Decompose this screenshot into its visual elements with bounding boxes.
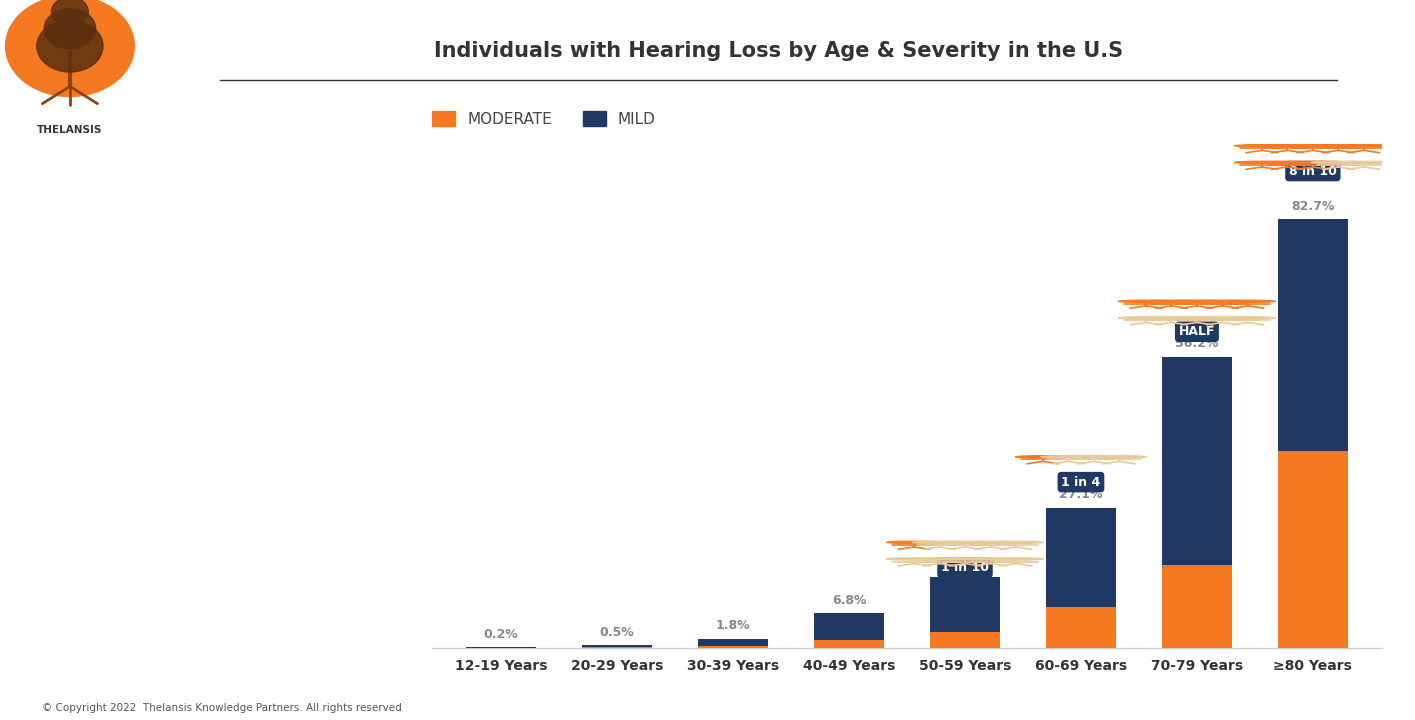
Circle shape [1234, 161, 1289, 163]
Text: Approximately 15%
of American adults
(37.5 million) aged 12
Years and over repor: Approximately 15% of American adults (37… [279, 441, 424, 545]
Circle shape [989, 558, 1044, 560]
Bar [930, 577, 1000, 632]
Circle shape [911, 558, 966, 560]
Circle shape [1194, 317, 1249, 319]
Circle shape [886, 558, 941, 560]
Text: Individuals with Hearing Loss by Age & Severity in the U.S: Individuals with Hearing Loss by Age & S… [433, 41, 1124, 60]
Circle shape [1310, 161, 1365, 163]
Legend: MODERATE, MILD: MODERATE, MILD [432, 111, 655, 127]
Bar [1162, 565, 1231, 648]
Bar [1162, 356, 1231, 565]
Circle shape [1259, 161, 1315, 163]
Text: 82.7%: 82.7% [1292, 200, 1334, 213]
Circle shape [1040, 456, 1095, 458]
Text: HALF: HALF [1179, 325, 1215, 338]
Circle shape [937, 541, 992, 544]
Circle shape [1169, 300, 1224, 302]
Bar [814, 613, 884, 640]
Circle shape [37, 20, 103, 72]
Circle shape [964, 558, 1019, 560]
Circle shape [1336, 145, 1391, 147]
Text: © Copyright 2022  Thelansis Knowledge Partners. All rights reserved: © Copyright 2022 Thelansis Knowledge Par… [42, 703, 402, 713]
Circle shape [1118, 300, 1173, 302]
Text: 13.7%: 13.7% [944, 558, 986, 571]
Circle shape [1015, 456, 1070, 458]
Circle shape [1143, 300, 1199, 302]
Circle shape [1118, 317, 1173, 319]
Bar [930, 632, 1000, 648]
Bar [814, 640, 884, 648]
Circle shape [1143, 317, 1199, 319]
Text: (14.9%): (14.9%) [279, 376, 364, 395]
Bar [698, 639, 768, 646]
Circle shape [1091, 456, 1146, 458]
Text: 6.8%: 6.8% [832, 593, 866, 606]
Circle shape [911, 541, 966, 544]
Circle shape [1220, 317, 1275, 319]
Text: 1 in 4: 1 in 4 [1061, 476, 1101, 489]
Text: 1.8%: 1.8% [716, 619, 750, 632]
Circle shape [1285, 161, 1340, 163]
Text: 0.5%: 0.5% [600, 626, 634, 639]
Circle shape [51, 0, 88, 26]
Circle shape [1234, 145, 1289, 147]
Bar [1278, 451, 1347, 648]
Circle shape [6, 0, 134, 96]
Circle shape [1310, 145, 1365, 147]
Bar [1046, 606, 1116, 648]
Circle shape [1336, 161, 1391, 163]
Text: 27.1%: 27.1% [1060, 488, 1102, 501]
Circle shape [886, 541, 941, 544]
Circle shape [1194, 300, 1249, 302]
Text: THELANSIS: THELANSIS [37, 125, 103, 135]
Bar [1278, 220, 1347, 451]
Circle shape [937, 558, 992, 560]
Circle shape [44, 9, 96, 49]
Circle shape [989, 541, 1044, 544]
Bar [467, 647, 536, 648]
Circle shape [964, 541, 1019, 544]
Circle shape [1285, 145, 1340, 147]
Bar [1046, 508, 1116, 606]
Circle shape [1259, 145, 1315, 147]
Bar [583, 645, 652, 647]
Circle shape [1065, 456, 1121, 458]
Text: 56.2%: 56.2% [1176, 338, 1218, 351]
Text: 0.2%: 0.2% [484, 628, 518, 641]
Text: 8 in 10: 8 in 10 [1289, 165, 1337, 178]
Bar [698, 646, 768, 648]
Circle shape [1220, 300, 1275, 302]
Text: Million: Million [279, 320, 352, 339]
Text: 1 in 10: 1 in 10 [941, 561, 989, 574]
Text: 37.5: 37.5 [21, 338, 214, 414]
Circle shape [1169, 317, 1224, 319]
